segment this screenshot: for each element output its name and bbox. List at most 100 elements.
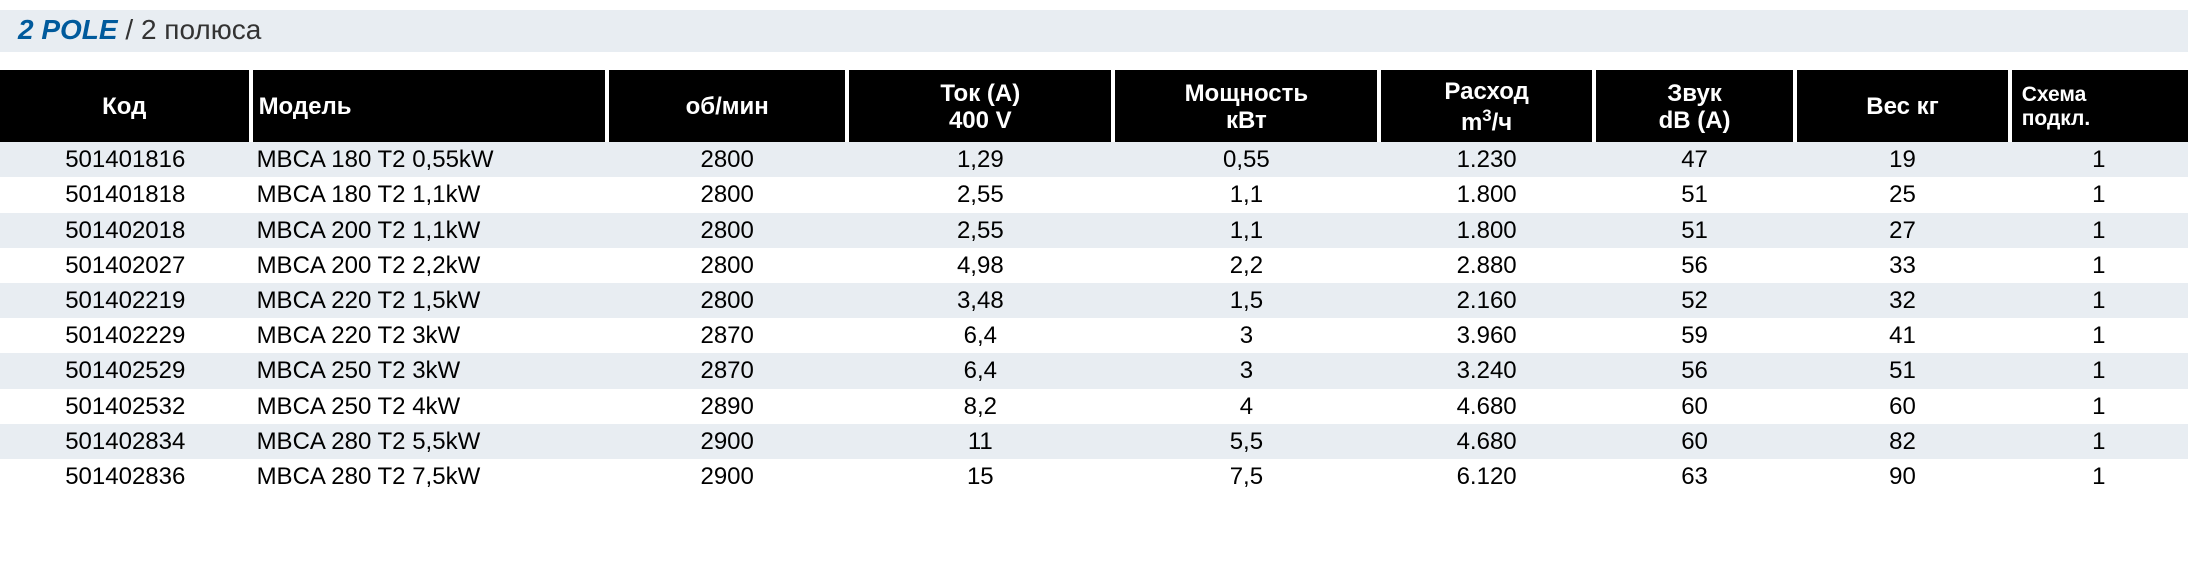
cell-scheme: 1	[2010, 389, 2188, 424]
spec-table: КодМодельоб/минТок (A)400 VМощностькВтРа…	[0, 70, 2188, 494]
cell-scheme: 1	[2010, 213, 2188, 248]
cell-cur: 11	[847, 424, 1113, 459]
cell-scheme: 1	[2010, 283, 2188, 318]
table-row: 501401816MBCA 180 T2 0,55kW28001,290,551…	[0, 142, 2188, 177]
title-strong: 2 POLE	[18, 14, 118, 45]
cell-model: MBCA 180 T2 0,55kW	[251, 142, 607, 177]
cell-weight: 25	[1795, 177, 2009, 212]
cell-scheme: 1	[2010, 248, 2188, 283]
spec-table-head: КодМодельоб/минТок (A)400 VМощностькВтРа…	[0, 70, 2188, 142]
col-header-code: Код	[0, 70, 251, 142]
col-header-sound: ЗвукdB (A)	[1594, 70, 1795, 142]
col-header-weight: Вес кг	[1795, 70, 2009, 142]
cell-weight: 90	[1795, 459, 2009, 494]
cell-scheme: 1	[2010, 177, 2188, 212]
cell-model: MBCA 280 T2 7,5kW	[251, 459, 607, 494]
cell-code: 501401816	[0, 142, 251, 177]
cell-sound: 52	[1594, 283, 1795, 318]
cell-model: MBCA 220 T2 3kW	[251, 318, 607, 353]
cell-pow: 5,5	[1113, 424, 1379, 459]
cell-sound: 56	[1594, 248, 1795, 283]
cell-flow: 4.680	[1379, 424, 1593, 459]
table-row: 501402018MBCA 200 T2 1,1kW28002,551,11.8…	[0, 213, 2188, 248]
cell-cur: 6,4	[847, 353, 1113, 388]
table-row: 501402027MBCA 200 T2 2,2kW28004,982,22.8…	[0, 248, 2188, 283]
cell-code: 501402219	[0, 283, 251, 318]
cell-pow: 4	[1113, 389, 1379, 424]
cell-pow: 3	[1113, 353, 1379, 388]
section-title: 2 POLE / 2 полюса	[0, 10, 2188, 52]
cell-scheme: 1	[2010, 353, 2188, 388]
cell-scheme: 1	[2010, 142, 2188, 177]
col-header-scheme: Схемаподкл.	[2010, 70, 2188, 142]
cell-rpm: 2800	[607, 213, 847, 248]
cell-flow: 1.800	[1379, 177, 1593, 212]
cell-rpm: 2870	[607, 318, 847, 353]
cell-model: MBCA 280 T2 5,5kW	[251, 424, 607, 459]
cell-rpm: 2800	[607, 248, 847, 283]
col-header-flow: Расходm3/ч	[1379, 70, 1593, 142]
spec-table-body: 501401816MBCA 180 T2 0,55kW28001,290,551…	[0, 142, 2188, 494]
cell-model: MBCA 200 T2 1,1kW	[251, 213, 607, 248]
cell-rpm: 2800	[607, 283, 847, 318]
table-row: 501402529MBCA 250 T2 3kW28706,433.240565…	[0, 353, 2188, 388]
cell-cur: 6,4	[847, 318, 1113, 353]
cell-weight: 27	[1795, 213, 2009, 248]
cell-flow: 4.680	[1379, 389, 1593, 424]
cell-cur: 8,2	[847, 389, 1113, 424]
cell-weight: 60	[1795, 389, 2009, 424]
cell-weight: 82	[1795, 424, 2009, 459]
cell-sound: 59	[1594, 318, 1795, 353]
cell-rpm: 2890	[607, 389, 847, 424]
cell-rpm: 2800	[607, 142, 847, 177]
col-header-pow: МощностькВт	[1113, 70, 1379, 142]
cell-code: 501401818	[0, 177, 251, 212]
table-row: 501402532MBCA 250 T2 4kW28908,244.680606…	[0, 389, 2188, 424]
table-row: 501401818MBCA 180 T2 1,1kW28002,551,11.8…	[0, 177, 2188, 212]
cell-flow: 2.160	[1379, 283, 1593, 318]
cell-flow: 3.240	[1379, 353, 1593, 388]
cell-cur: 2,55	[847, 213, 1113, 248]
cell-pow: 1,1	[1113, 213, 1379, 248]
cell-flow: 1.230	[1379, 142, 1593, 177]
cell-sound: 56	[1594, 353, 1795, 388]
cell-cur: 2,55	[847, 177, 1113, 212]
cell-flow: 3.960	[1379, 318, 1593, 353]
cell-code: 501402834	[0, 424, 251, 459]
cell-cur: 1,29	[847, 142, 1113, 177]
col-header-rpm: об/мин	[607, 70, 847, 142]
cell-rpm: 2900	[607, 459, 847, 494]
table-row: 501402834MBCA 280 T2 5,5kW2900115,54.680…	[0, 424, 2188, 459]
cell-sound: 60	[1594, 424, 1795, 459]
col-header-cur: Ток (A)400 V	[847, 70, 1113, 142]
cell-pow: 1,1	[1113, 177, 1379, 212]
cell-scheme: 1	[2010, 424, 2188, 459]
table-row: 501402219MBCA 220 T2 1,5kW28003,481,52.1…	[0, 283, 2188, 318]
cell-code: 501402229	[0, 318, 251, 353]
cell-scheme: 1	[2010, 318, 2188, 353]
cell-flow: 1.800	[1379, 213, 1593, 248]
cell-code: 501402532	[0, 389, 251, 424]
title-sub: 2 полюса	[141, 14, 261, 45]
cell-sound: 63	[1594, 459, 1795, 494]
cell-sound: 60	[1594, 389, 1795, 424]
cell-rpm: 2900	[607, 424, 847, 459]
cell-pow: 3	[1113, 318, 1379, 353]
cell-sound: 47	[1594, 142, 1795, 177]
table-row: 501402229MBCA 220 T2 3kW28706,433.960594…	[0, 318, 2188, 353]
cell-cur: 4,98	[847, 248, 1113, 283]
cell-weight: 19	[1795, 142, 2009, 177]
cell-model: MBCA 200 T2 2,2kW	[251, 248, 607, 283]
cell-model: MBCA 250 T2 3kW	[251, 353, 607, 388]
cell-sound: 51	[1594, 213, 1795, 248]
cell-code: 501402529	[0, 353, 251, 388]
cell-sound: 51	[1594, 177, 1795, 212]
cell-cur: 15	[847, 459, 1113, 494]
cell-code: 501402027	[0, 248, 251, 283]
cell-flow: 2.880	[1379, 248, 1593, 283]
cell-pow: 2,2	[1113, 248, 1379, 283]
cell-model: MBCA 220 T2 1,5kW	[251, 283, 607, 318]
cell-scheme: 1	[2010, 459, 2188, 494]
col-header-model: Модель	[251, 70, 607, 142]
cell-pow: 0,55	[1113, 142, 1379, 177]
